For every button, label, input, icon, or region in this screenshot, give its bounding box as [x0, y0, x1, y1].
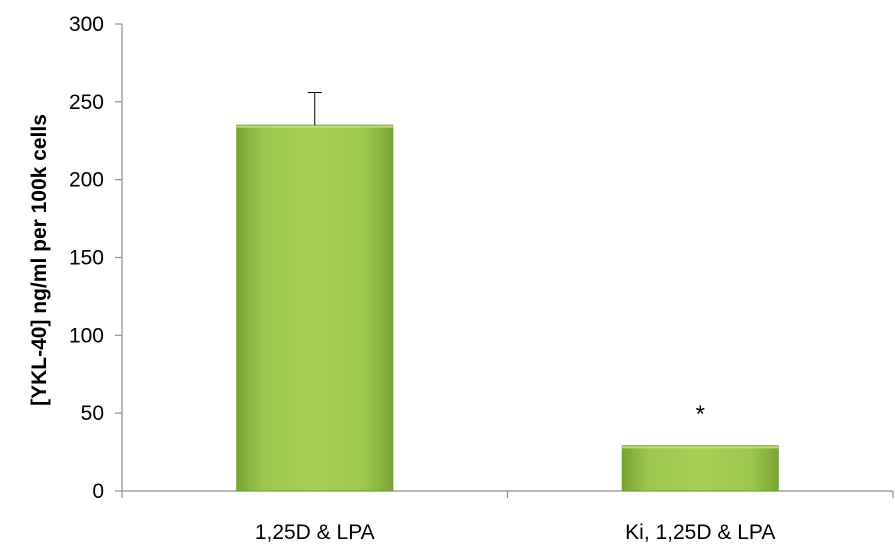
y-tick-label: 300	[69, 13, 104, 36]
y-tick-label: 250	[69, 91, 104, 114]
bar-2	[621, 445, 779, 492]
x-category-label: 1,25D & LPA	[255, 521, 375, 544]
y-tick-label: 200	[69, 169, 104, 192]
y-tick-label: 0	[92, 480, 104, 503]
y-axis-title: [YKL-40] ng/ml per 100k cells	[28, 114, 51, 406]
x-category-label: Ki, 1,25D & LPA	[625, 521, 775, 544]
bar-1	[236, 124, 394, 492]
y-tick-label: 50	[81, 402, 104, 425]
y-tick-label: 150	[69, 247, 104, 270]
significance-marker: *	[696, 401, 705, 428]
y-tick-label: 100	[69, 324, 104, 347]
